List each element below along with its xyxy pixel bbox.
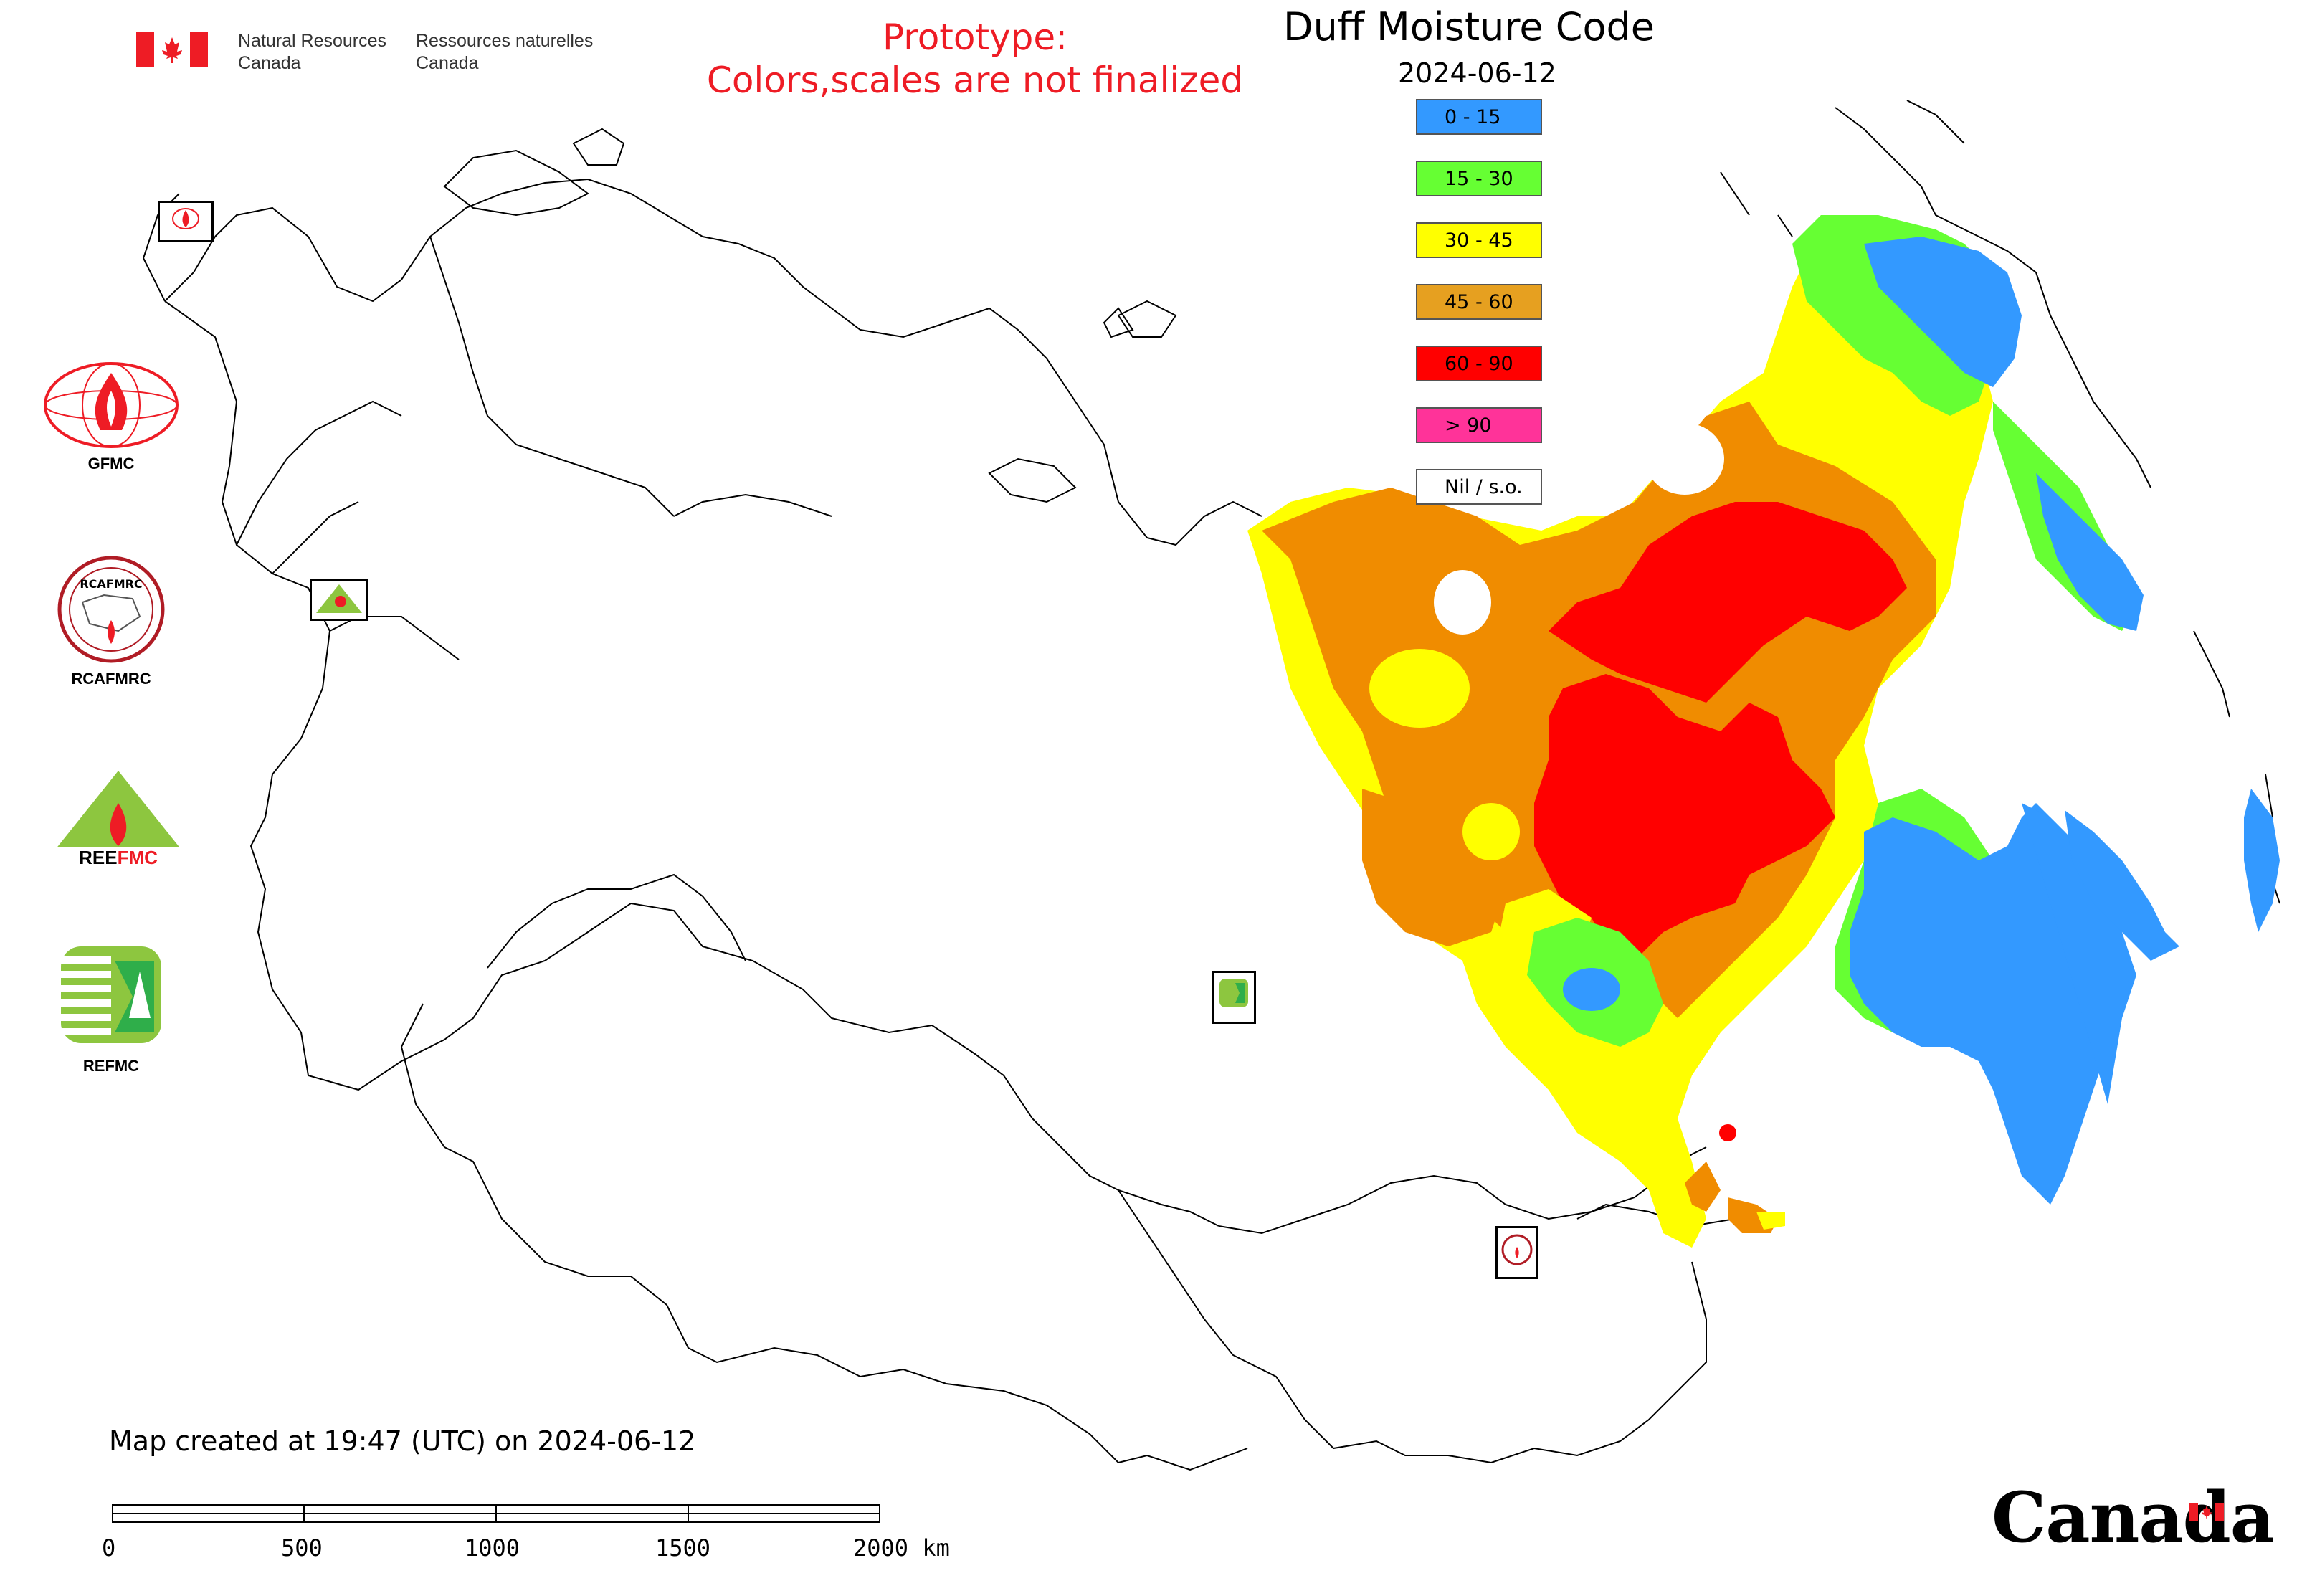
legend-item: 45 - 60 <box>1416 284 1542 320</box>
scale-tick-2000: 2000 km <box>853 1534 950 1562</box>
gfmc-logo-icon <box>44 362 179 448</box>
gfmc-marker-icon <box>172 208 199 229</box>
rcafmrc-logo-icon: RCAFMRC <box>57 556 165 663</box>
scale-tick-1500: 1500 <box>655 1534 711 1562</box>
org-rcafmrc: RCAFMRC RCAFMRC <box>39 552 183 688</box>
prototype-line-2: Colors,scales are not finalized <box>706 60 1244 101</box>
scale-tick-500: 500 <box>281 1534 323 1562</box>
scale-tick-0: 0 <box>102 1534 116 1562</box>
prototype-line-1: Prototype: <box>882 16 1068 58</box>
marker-rcafmrc <box>1495 1226 1538 1279</box>
org-gfmc: GFMC <box>39 358 183 473</box>
scale-tick-1000: 1000 <box>465 1534 520 1562</box>
marker-gfmc <box>158 201 214 242</box>
refmc-logo-icon <box>61 946 161 1043</box>
legend-item: 30 - 45 <box>1416 222 1542 258</box>
refmc-marker-icon <box>1219 979 1248 1007</box>
canada-wordmark-flag-icon <box>2189 1503 2224 1521</box>
marker-refmc <box>1212 971 1256 1024</box>
legend-item: > 90 <box>1416 407 1542 443</box>
dmc-raster <box>1247 215 2280 1248</box>
rcafmrc-marker-icon <box>1501 1234 1533 1265</box>
reefmc-marker-icon <box>316 584 362 613</box>
legend: 0 - 15 15 - 30 30 - 45 45 - 60 60 - 90 >… <box>1416 99 1545 515</box>
nrcan-french-name: Ressources naturelles Canada <box>416 31 594 73</box>
reefmc-logo-icon: REEFMC <box>39 771 197 868</box>
svg-text:RCAFMRC: RCAFMRC <box>80 577 142 591</box>
scale-bar <box>112 1504 880 1523</box>
org-label-rcafmrc: RCAFMRC <box>71 670 151 688</box>
legend-item: 0 - 15 <box>1416 99 1542 135</box>
legend-item: 15 - 30 <box>1416 161 1542 196</box>
svg-text:REEFMC: REEFMC <box>79 847 158 868</box>
legend-item: Nil / s.o. <box>1416 469 1542 505</box>
org-label-gfmc: GFMC <box>87 455 135 472</box>
prototype-notice: Prototype: Colors,scales are not finaliz… <box>645 16 1305 102</box>
canada-flag-icon <box>136 32 208 67</box>
marker-reefmc <box>310 579 368 621</box>
map-created-timestamp: Map created at 19:47 (UTC) on 2024-06-12 <box>109 1425 696 1457</box>
org-reefmc: REEFMC <box>39 767 197 878</box>
map-title: Duff Moisture Code <box>1283 4 1655 49</box>
org-refmc: REFMC <box>39 939 183 1075</box>
legend-item: 60 - 90 <box>1416 346 1542 381</box>
scale-bar-graphic <box>112 1504 880 1523</box>
map-date: 2024-06-12 <box>1398 57 1556 89</box>
nrcan-english-name: Natural Resources Canada <box>238 31 387 73</box>
org-label-refmc: REFMC <box>82 1057 140 1075</box>
canada-wordmark: Canada <box>1992 1477 2275 1558</box>
